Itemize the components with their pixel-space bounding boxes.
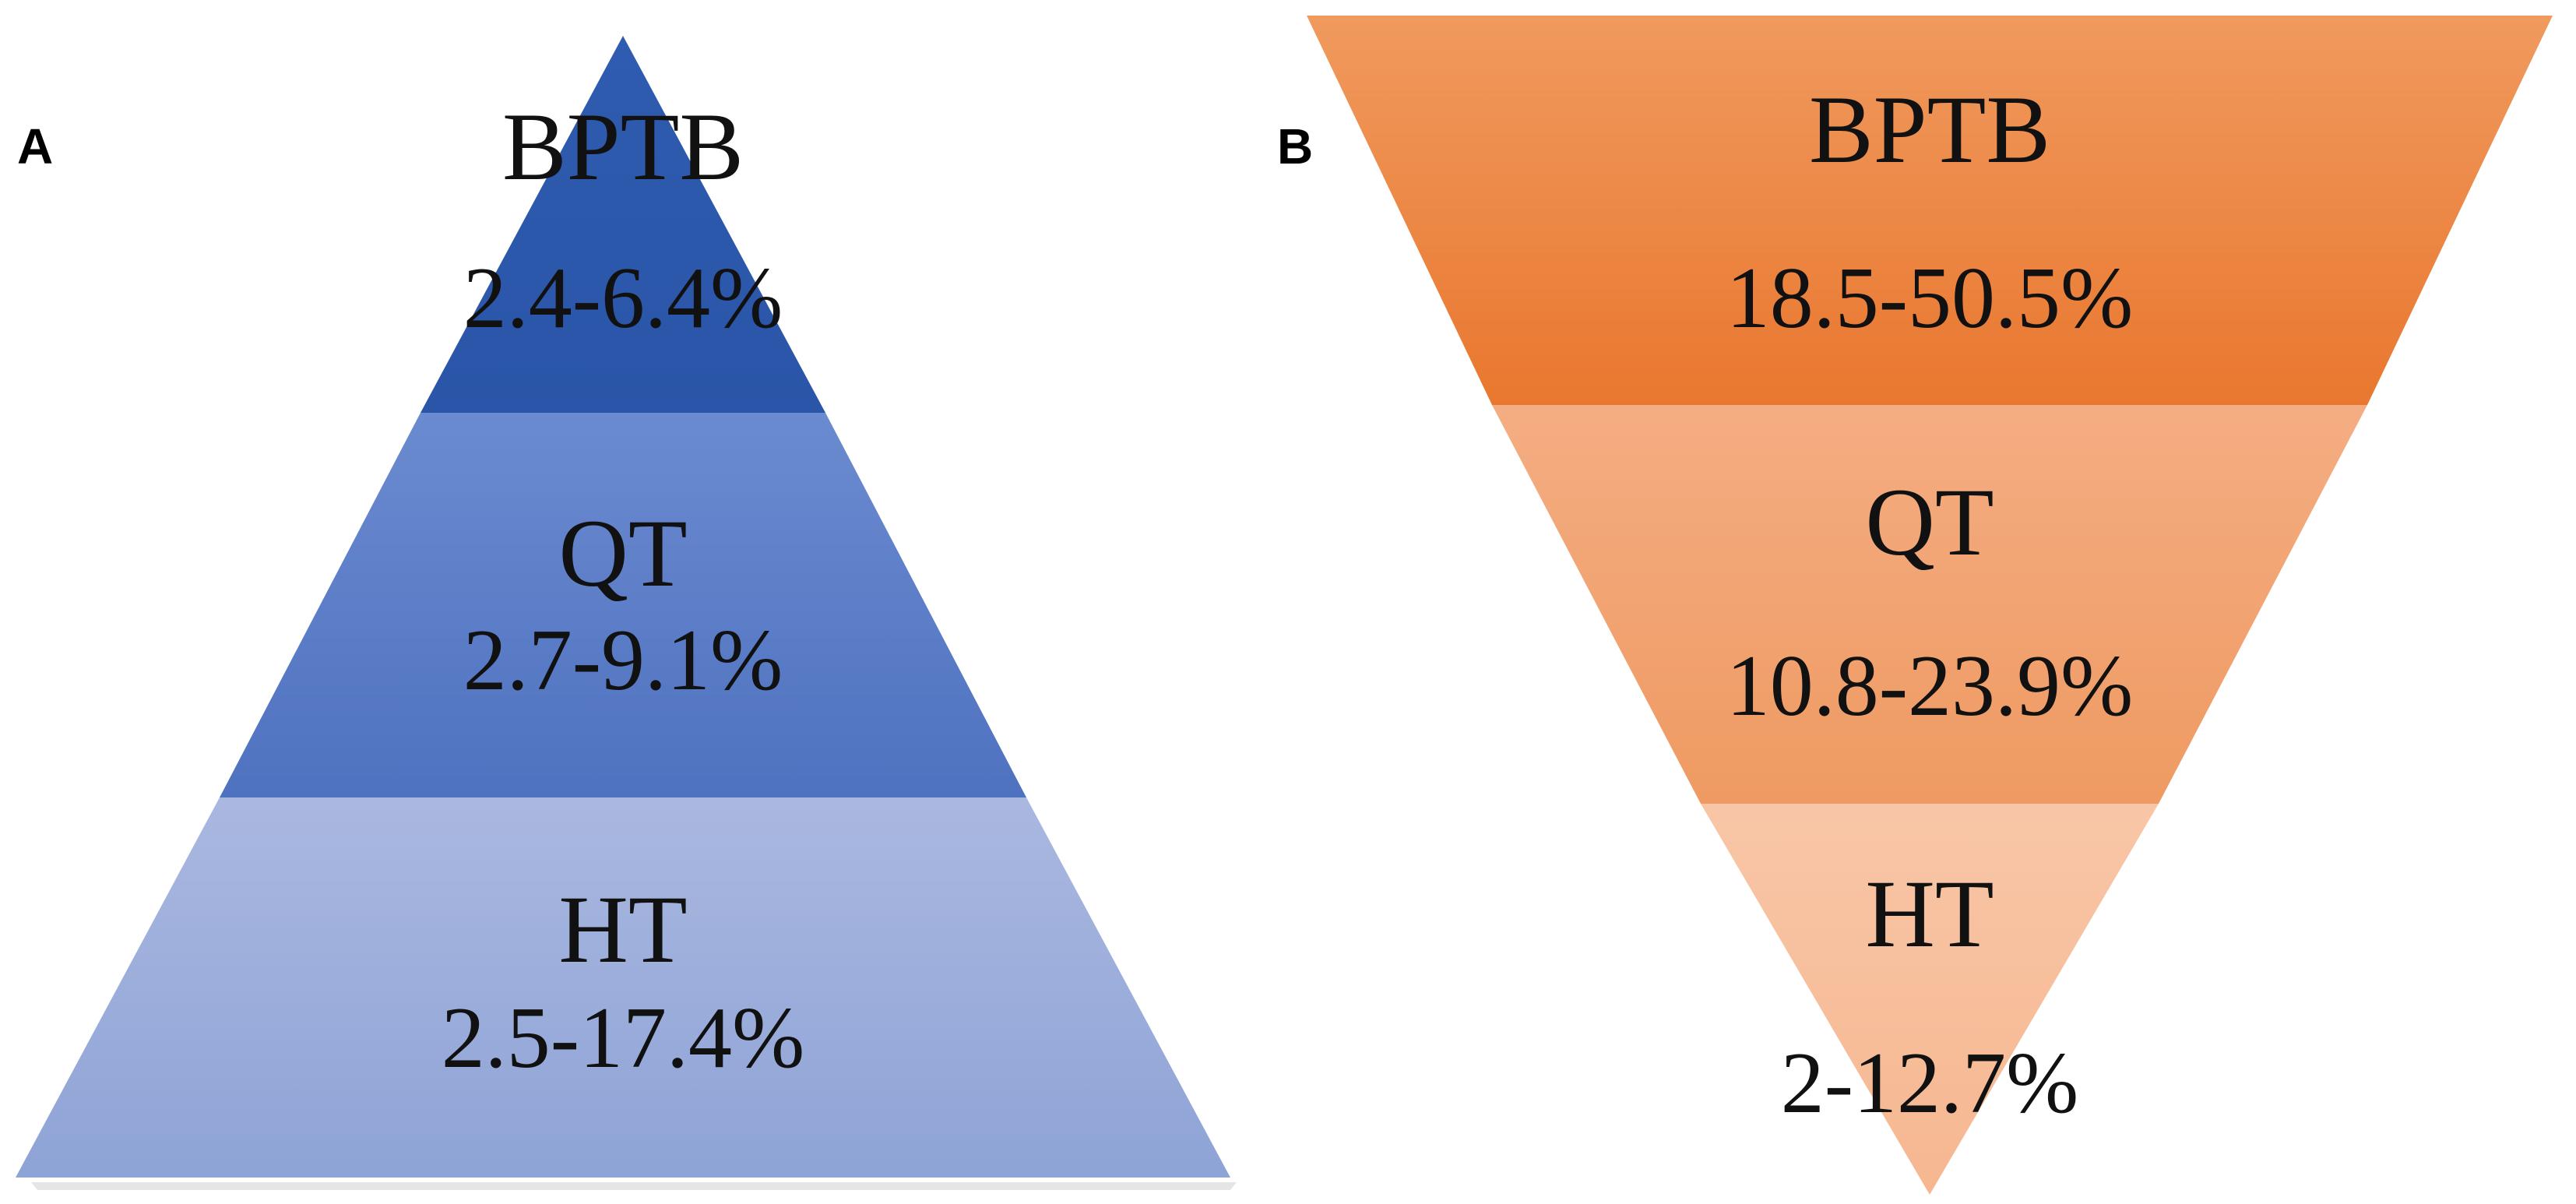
panel-a-bptb-range: 2.4-6.4% [463, 250, 783, 347]
panel-a-ht-range: 2.5-17.4% [442, 990, 805, 1086]
panel-a-qt-title: QT [558, 500, 687, 607]
panel-b-label: B [1277, 118, 1313, 174]
panel-a-segment-bptb [421, 36, 825, 413]
panel-a-ht-title: HT [558, 876, 687, 983]
panel-b-qt-title: QT [1865, 469, 1994, 576]
panel-b-ht-title: HT [1865, 861, 1994, 967]
panel-b-ht-range: 2-12.7% [1781, 1035, 2079, 1132]
panel-a-segment-qt [220, 413, 1026, 797]
panel-b-bptb-range: 18.5-50.5% [1726, 250, 2134, 347]
panel-b-segment-ht [1701, 804, 2159, 1195]
panel-a-qt-range: 2.7-9.1% [463, 612, 783, 709]
panel-a-label: A [17, 118, 53, 174]
panel-a: A BPTB 2.4-6.4% QT 2.7-9.1% HT 2.5-17.4% [16, 36, 1237, 1190]
panel-b: B BPTB 18.5-50.5% QT 10.8-23.9% HT 2-12.… [1277, 16, 2553, 1195]
panel-b-segment-qt [1492, 405, 2367, 804]
panel-b-segment-bptb [1307, 16, 2553, 405]
panel-b-bptb-title: BPTB [1809, 76, 2050, 183]
panel-a-shadow [31, 1182, 1237, 1190]
panel-a-segment-ht [16, 797, 1230, 1178]
panel-b-qt-range: 10.8-23.9% [1726, 638, 2134, 734]
panel-a-bptb-title: BPTB [502, 93, 744, 200]
